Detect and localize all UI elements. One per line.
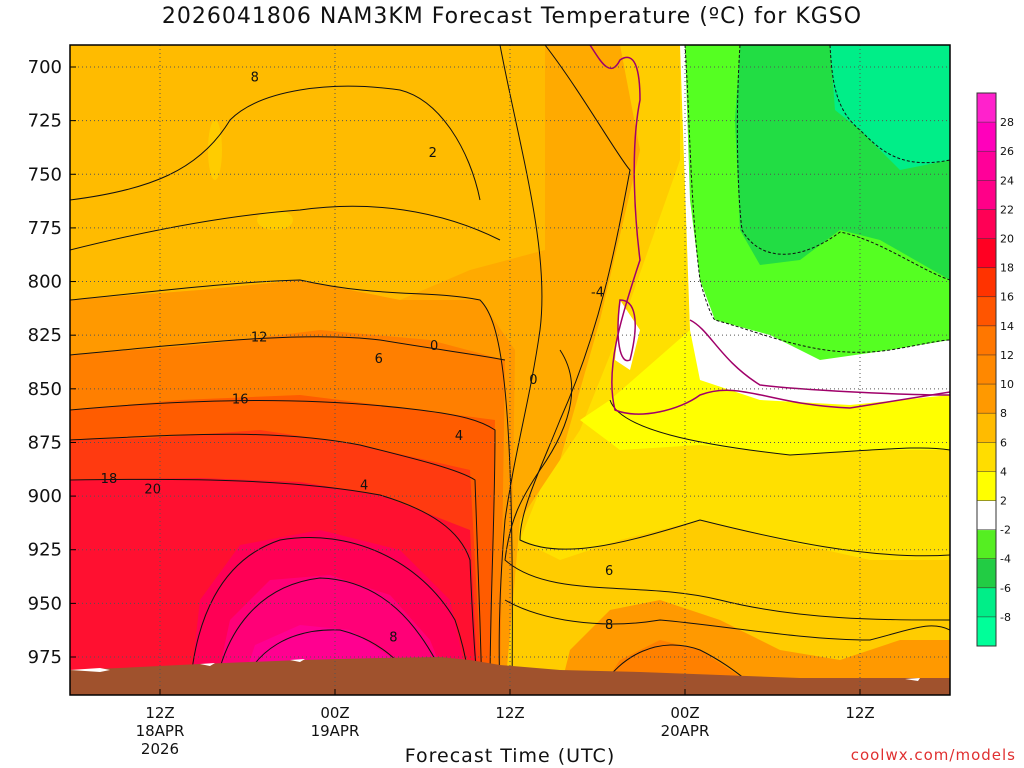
y-tick-label: 800 bbox=[28, 272, 62, 293]
colorbar-frame bbox=[976, 92, 997, 647]
colorbar-swatch bbox=[977, 209, 996, 240]
contour-label: 8 bbox=[389, 631, 397, 646]
contour-label: 8 bbox=[605, 618, 613, 633]
contour-label: 0 bbox=[529, 373, 537, 388]
region-neg6 bbox=[830, 45, 950, 170]
contour-label: 6 bbox=[605, 564, 613, 579]
x-tick-sublabel: 18APR bbox=[136, 722, 185, 740]
colorbar-label: 14 bbox=[1000, 320, 1014, 333]
zero-contours bbox=[589, 45, 950, 415]
contour-label: 12 bbox=[251, 330, 268, 345]
colorbar-swatch bbox=[977, 587, 996, 618]
grid bbox=[70, 45, 950, 695]
colorbar-label: 18 bbox=[1000, 262, 1014, 275]
x-tick-sublabel: 19APR bbox=[311, 722, 360, 740]
contour-label: 8 bbox=[251, 71, 259, 86]
y-tick-label: 750 bbox=[28, 164, 62, 185]
contour-label: 4 bbox=[455, 429, 463, 444]
colorbar-label: 22 bbox=[1000, 203, 1014, 216]
y-axis: 700 725 750 775 800 825 850 875 900 925 950 975 bbox=[28, 57, 76, 668]
x-tick-label: 00Z bbox=[670, 704, 699, 722]
colorbar-swatch bbox=[977, 354, 996, 385]
x-tick-sublabel: 2026 bbox=[141, 740, 179, 758]
colorbar-label: 4 bbox=[1000, 465, 1007, 478]
y-tick-label: 950 bbox=[28, 593, 62, 614]
contour-label: 6 bbox=[375, 352, 383, 367]
x-tick-label: 12Z bbox=[845, 704, 874, 722]
colorbar-swatch bbox=[977, 296, 996, 327]
y-tick-label: 700 bbox=[28, 57, 62, 78]
contour-label: 2 bbox=[429, 146, 437, 161]
colorbar-label: 28 bbox=[1000, 116, 1014, 129]
colorbar-swatch bbox=[977, 529, 996, 560]
colorbar-swatch bbox=[977, 267, 996, 298]
colorbar-swatch bbox=[977, 151, 996, 181]
y-tick-label: 825 bbox=[28, 325, 62, 346]
colorbar-swatch bbox=[977, 93, 996, 123]
colorbar-swatch bbox=[977, 442, 996, 472]
x-tick-label: 00Z bbox=[320, 704, 349, 722]
colorbar-swatch bbox=[977, 384, 996, 414]
contour-label: 0 bbox=[430, 339, 438, 354]
x-tick-label: 12Z bbox=[145, 704, 174, 722]
contour-label: 18 bbox=[101, 472, 118, 487]
colorbar-swatch bbox=[977, 413, 996, 443]
colorbar-label: 2 bbox=[1000, 494, 1007, 507]
colorbar-label: -6 bbox=[1000, 582, 1011, 595]
x-tick-label: 12Z bbox=[495, 704, 524, 722]
colorbar-label: -2 bbox=[1000, 524, 1011, 537]
warm-blob bbox=[257, 210, 293, 230]
region-8-10 bbox=[70, 45, 545, 300]
chart-title: 2026041806 NAM3KM Forecast Temperature (… bbox=[161, 4, 863, 29]
contour-label: 20 bbox=[144, 483, 161, 498]
y-tick-label: 900 bbox=[28, 486, 62, 507]
colorbar-label: 16 bbox=[1000, 291, 1014, 304]
y-tick-label: 725 bbox=[28, 111, 62, 132]
x-axis-label: Forecast Time (UTC) bbox=[404, 745, 616, 767]
colorbar-label: 12 bbox=[1000, 349, 1014, 362]
y-tick-label: 850 bbox=[28, 379, 62, 400]
terrain bbox=[70, 657, 950, 695]
colorbar-label: 8 bbox=[1000, 407, 1007, 420]
y-tick-label: 975 bbox=[28, 647, 62, 668]
colorbar-label: 24 bbox=[1000, 174, 1014, 187]
contour-label: -4 bbox=[591, 285, 604, 300]
colorbar-label: 26 bbox=[1000, 145, 1014, 158]
colorbar-label: 6 bbox=[1000, 436, 1007, 449]
credit-text: coolwx.com/models bbox=[850, 746, 1016, 764]
colorbar-swatch bbox=[977, 325, 996, 356]
y-tick-label: 925 bbox=[28, 540, 62, 561]
contour-label: 4 bbox=[360, 478, 368, 493]
y-tick-label: 875 bbox=[28, 432, 62, 453]
x-tick-sublabel: 20APR bbox=[661, 722, 710, 740]
colorbar-label: -4 bbox=[1000, 553, 1011, 566]
colorbar-label: 10 bbox=[1000, 378, 1014, 391]
warm-blob-2 bbox=[208, 120, 222, 180]
colorbar-swatch bbox=[977, 180, 996, 210]
colorbar-label: -8 bbox=[1000, 611, 1011, 624]
colorbar-swatch bbox=[977, 122, 996, 152]
y-tick-label: 775 bbox=[28, 218, 62, 239]
contour-labels: 8 12 16 18 20 2 6 4 0 0 -4 4 6 8 8 bbox=[101, 71, 614, 646]
colorbar-swatch bbox=[977, 500, 996, 531]
contour-lines bbox=[70, 45, 950, 691]
contour-label: 16 bbox=[232, 393, 249, 408]
colorbar-label: 20 bbox=[1000, 233, 1014, 246]
negative-contours bbox=[684, 45, 950, 353]
colorbar-swatch bbox=[977, 616, 996, 647]
colorbar-swatch bbox=[977, 558, 996, 589]
colorbar-swatch bbox=[977, 238, 996, 269]
colorbar-swatch bbox=[977, 471, 996, 501]
